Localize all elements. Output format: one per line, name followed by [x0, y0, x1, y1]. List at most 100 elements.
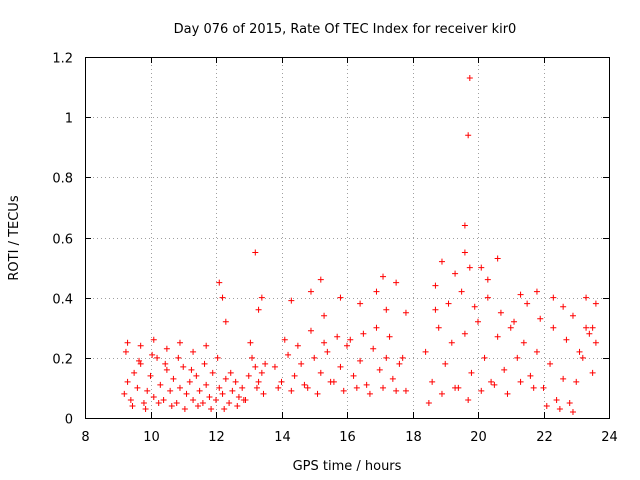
data-point: [209, 369, 216, 376]
data-point: [576, 348, 583, 355]
data-point: [494, 333, 501, 340]
data-point: [121, 390, 128, 397]
data-point: [214, 354, 221, 361]
data-point: [222, 375, 229, 382]
data-point: [271, 363, 278, 370]
data-point: [468, 369, 475, 376]
data-point: [240, 396, 247, 403]
data-point: [583, 294, 590, 301]
x-tick-label: 12: [208, 430, 225, 445]
data-point: [573, 378, 580, 385]
data-point: [347, 336, 354, 343]
data-point: [389, 375, 396, 382]
data-point: [471, 303, 478, 310]
data-point: [458, 288, 465, 295]
data-point: [252, 249, 259, 256]
data-point: [478, 387, 485, 394]
data-point: [160, 396, 167, 403]
data-point: [278, 378, 285, 385]
data-point: [461, 249, 468, 256]
data-point: [137, 342, 144, 349]
data-point: [445, 300, 452, 307]
data-point: [373, 288, 380, 295]
data-point: [131, 369, 138, 376]
data-point: [222, 318, 229, 325]
data-point: [173, 399, 180, 406]
data-point: [491, 381, 498, 388]
data-point: [186, 378, 193, 385]
data-point: [229, 387, 236, 394]
data-point: [239, 384, 246, 391]
data-point: [360, 330, 367, 337]
data-point: [583, 324, 590, 331]
data-point: [216, 384, 223, 391]
y-tick-label: 1: [65, 112, 73, 127]
data-point: [556, 405, 563, 412]
data-point: [298, 360, 305, 367]
data-point: [124, 378, 131, 385]
data-point: [376, 366, 383, 373]
data-point: [260, 390, 267, 397]
data-point: [167, 387, 174, 394]
data-point: [175, 354, 182, 361]
data-point: [533, 348, 540, 355]
data-point: [162, 360, 169, 367]
data-point: [438, 390, 445, 397]
data-point: [150, 393, 157, 400]
data-point: [465, 132, 472, 139]
data-point: [307, 327, 314, 334]
data-point: [478, 264, 485, 271]
x-tick-label: 10: [143, 430, 160, 445]
data-point: [216, 279, 223, 286]
x-tick-label: 18: [405, 430, 422, 445]
data-point: [383, 354, 390, 361]
data-point: [327, 378, 334, 385]
data-point: [435, 324, 442, 331]
data-point: [524, 300, 531, 307]
data-point: [168, 402, 175, 409]
x-tick-labels: 8 10 12 14 16 18 20 22 24: [81, 430, 617, 445]
data-point: [258, 369, 265, 376]
data-point: [383, 306, 390, 313]
data-point: [337, 294, 344, 301]
data-point: [304, 384, 311, 391]
data-point: [249, 354, 256, 361]
data-point: [402, 387, 409, 394]
data-points: [121, 75, 599, 415]
x-tick-label: 24: [601, 430, 618, 445]
data-point: [466, 75, 473, 82]
data-point: [569, 408, 576, 415]
data-point: [307, 288, 314, 295]
y-axis-label: ROTI / TECUs: [7, 195, 22, 280]
x-tick-label: 8: [81, 430, 89, 445]
data-point: [592, 339, 599, 346]
data-point: [350, 372, 357, 379]
data-point: [245, 372, 252, 379]
x-tick-label: 20: [470, 430, 487, 445]
data-point: [550, 324, 557, 331]
data-point: [393, 279, 400, 286]
data-point: [285, 351, 292, 358]
data-point: [481, 354, 488, 361]
data-point: [560, 375, 567, 382]
data-point: [540, 384, 547, 391]
data-point: [432, 306, 439, 313]
data-point: [386, 333, 393, 340]
x-tick-label: 14: [274, 430, 291, 445]
data-point: [291, 372, 298, 379]
data-point: [213, 396, 219, 403]
data-point: [190, 396, 197, 403]
data-point: [262, 360, 269, 367]
data-point: [520, 339, 527, 346]
data-point: [448, 339, 455, 346]
data-point: [402, 309, 409, 316]
data-point: [465, 396, 472, 403]
data-point: [188, 366, 195, 373]
data-point: [150, 336, 157, 343]
data-point: [357, 357, 364, 364]
data-point: [253, 384, 260, 391]
y-tick-labels: 0 0.2 0.4 0.6 0.8 1 1.2: [52, 52, 73, 428]
data-point: [288, 387, 295, 394]
data-point: [569, 312, 576, 319]
